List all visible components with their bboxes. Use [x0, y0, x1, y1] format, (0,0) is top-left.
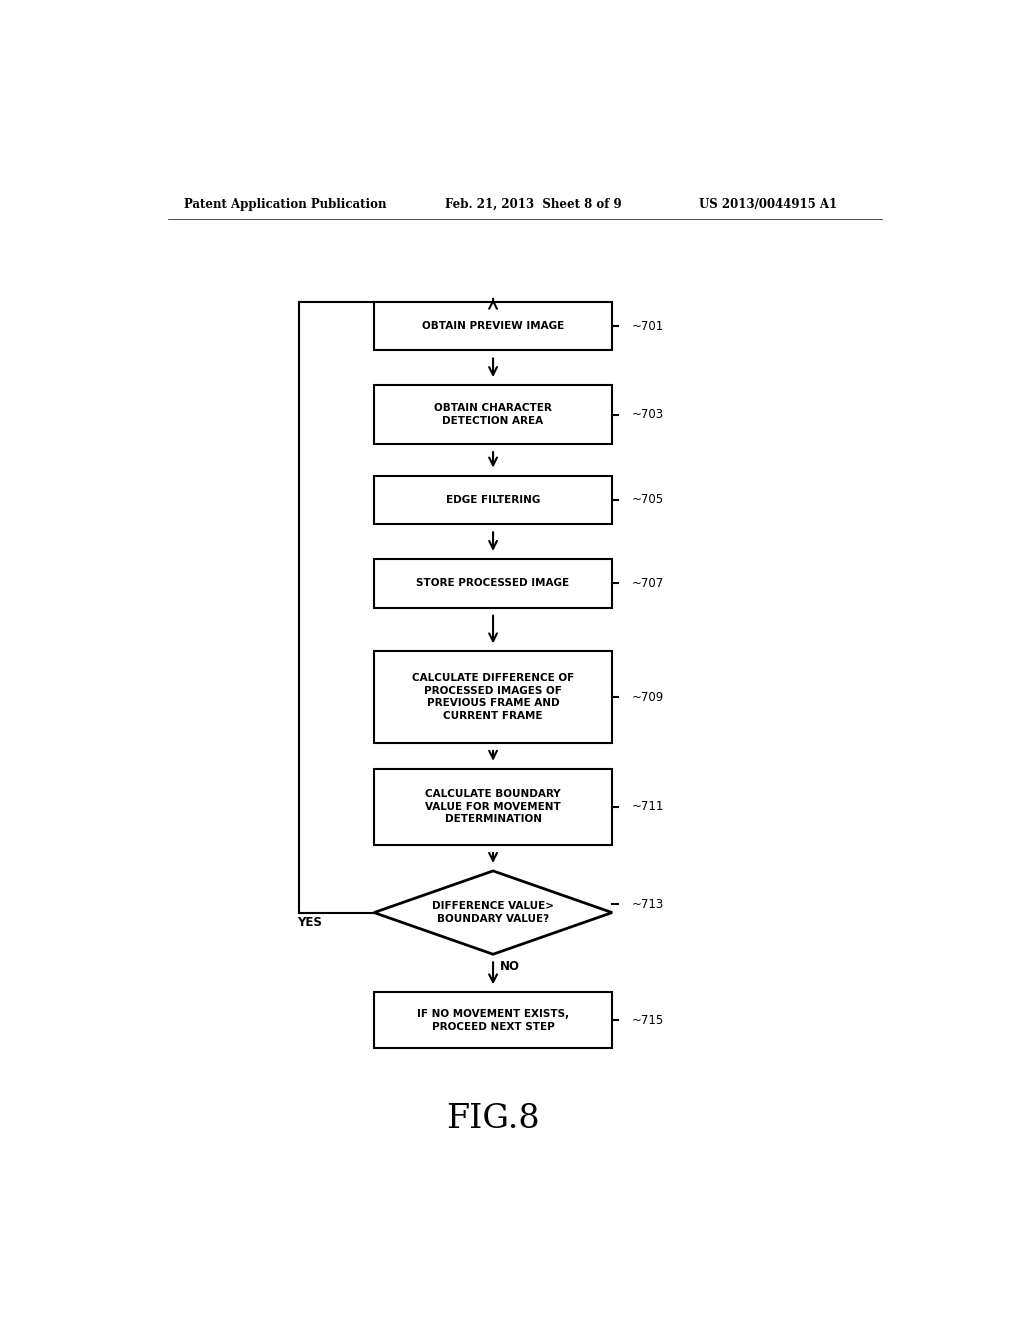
- Text: ~709: ~709: [632, 690, 665, 704]
- Text: DIFFERENCE VALUE>
BOUNDARY VALUE?: DIFFERENCE VALUE> BOUNDARY VALUE?: [432, 902, 554, 924]
- Text: FIG.8: FIG.8: [446, 1104, 540, 1135]
- Text: OBTAIN CHARACTER
DETECTION AREA: OBTAIN CHARACTER DETECTION AREA: [434, 404, 552, 426]
- Text: NO: NO: [500, 960, 519, 973]
- Bar: [374, 475, 612, 524]
- Bar: [374, 993, 612, 1048]
- Bar: [374, 558, 612, 607]
- Bar: [374, 302, 612, 351]
- Text: ~711: ~711: [632, 800, 665, 813]
- Text: CALCULATE DIFFERENCE OF
PROCESSED IMAGES OF
PREVIOUS FRAME AND
CURRENT FRAME: CALCULATE DIFFERENCE OF PROCESSED IMAGES…: [412, 673, 574, 721]
- Text: ~707: ~707: [632, 577, 665, 590]
- Text: ~713: ~713: [632, 898, 665, 911]
- Text: EDGE FILTERING: EDGE FILTERING: [445, 495, 541, 506]
- Bar: [374, 651, 612, 743]
- Text: Feb. 21, 2013  Sheet 8 of 9: Feb. 21, 2013 Sheet 8 of 9: [445, 198, 622, 211]
- Text: CALCULATE BOUNDARY
VALUE FOR MOVEMENT
DETERMINATION: CALCULATE BOUNDARY VALUE FOR MOVEMENT DE…: [425, 789, 561, 824]
- Text: YES: YES: [298, 916, 323, 929]
- Text: ~701: ~701: [632, 319, 665, 333]
- Text: IF NO MOVEMENT EXISTS,
PROCEED NEXT STEP: IF NO MOVEMENT EXISTS, PROCEED NEXT STEP: [417, 1008, 569, 1031]
- Text: OBTAIN PREVIEW IMAGE: OBTAIN PREVIEW IMAGE: [422, 321, 564, 331]
- Text: ~715: ~715: [632, 1014, 665, 1027]
- Text: Patent Application Publication: Patent Application Publication: [183, 198, 386, 211]
- Text: US 2013/0044915 A1: US 2013/0044915 A1: [699, 198, 838, 211]
- Text: ~703: ~703: [632, 408, 664, 421]
- Bar: [374, 768, 612, 845]
- Polygon shape: [374, 871, 612, 954]
- Text: STORE PROCESSED IMAGE: STORE PROCESSED IMAGE: [417, 578, 569, 589]
- Bar: [374, 385, 612, 444]
- Text: ~705: ~705: [632, 494, 664, 507]
